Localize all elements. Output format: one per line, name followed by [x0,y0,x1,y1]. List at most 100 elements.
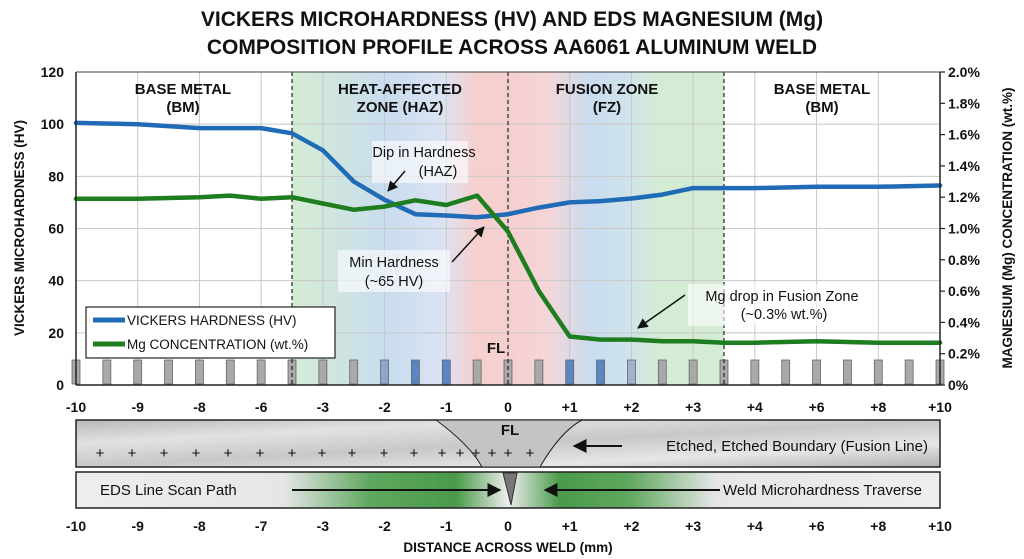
indent-marker [688,359,698,385]
indent-marker [812,359,821,385]
x-bottom-tick-label: +6 [809,518,825,534]
y-right-tick-label: 1.6% [948,127,980,143]
annotation-dip-line-2: (HAZ) [419,164,458,180]
indent-marker [596,359,605,385]
fl-label: FL [487,340,505,357]
indent-marker [195,359,204,385]
indent-marks: + + + + + + + + + + + + + + + + + [96,445,535,462]
x-tick-label: +4 [747,399,763,415]
indent-plus-mark: + [504,445,513,462]
indent-plus-mark: + [488,445,497,462]
etched-boundary-label: Etched, Etched Boundary (Fusion Line) [666,438,928,455]
indent-plus-mark: + [438,445,447,462]
y-left-tick-label: 40 [48,273,64,289]
annotation-min-line-1: Min Hardness [349,255,438,271]
y-left-tick-label: 100 [41,116,65,132]
x-axis-bottom-ticks: -10 -9 -8 -7 -3 -2 -1 0 +1 +2 +3 +4 +6 +8 +10 [66,518,952,534]
y-left-tick-label: 60 [48,221,64,237]
x-bottom-tick-label: -3 [317,518,330,534]
indent-plus-mark: + [224,445,233,462]
indent-plus-mark: + [472,445,481,462]
indent-plus-mark: + [380,445,389,462]
axes: 0 20 40 60 80 100 120 0% 0.2% 0.4% 0.6% 0.8% 1.0% 1.2… [41,64,981,415]
annotation-min-line-2: (~65 HV) [365,274,423,290]
indent-marker [256,359,266,385]
x-tick-label: +8 [870,399,886,415]
indent-marker [565,359,575,385]
x-bottom-tick-label: -9 [131,518,144,534]
indent-marker [627,359,636,385]
y-right-tick-label: 2.0% [948,64,980,80]
chart-title-line-2: COMPOSITION PROFILE ACROSS AA6061 ALUMIN… [207,36,817,59]
x-tick-label: -8 [193,399,206,415]
y-right-tick-label: 0.8% [948,252,980,268]
x-tick-label: +3 [685,399,701,415]
x-bottom-tick-label: -7 [255,518,268,534]
y-right-tick-label: 1.2% [948,189,980,205]
etched-fl-label: FL [501,422,519,439]
indent-marker [781,359,791,385]
legend-label-mg: Mg CONCENTRATION (wt.%) [127,337,308,352]
indent-marker [164,359,173,385]
indent-plus-mark: + [288,445,297,462]
indent-marker [534,359,544,385]
annotation-dip-line-1: Dip in Hardness [372,145,475,161]
indent-plus-mark: + [96,445,105,462]
weld-bead-shape [434,419,583,468]
indent-marker [873,359,883,385]
x-bottom-tick-label: -10 [66,518,86,534]
indent-marker [472,359,482,385]
eds-scan-panel: EDS Line Scan Path Weld Microhardness Tr… [75,471,941,509]
y-axis-right-title: MAGNESIUM (Mg) CONCENTRATION (wt.%) [1000,88,1015,369]
y-axis-left-title: VICKERS MICROHARDNESS (HV) [12,120,27,336]
zone-label-fz: FUSION ZONE [556,81,659,98]
x-tick-label: -6 [255,399,268,415]
zone-label-bm-right-abbr: (BM) [805,99,838,116]
x-bottom-tick-label: +2 [623,518,639,534]
indent-marker [102,359,112,385]
indent-plus-mark: + [348,445,357,462]
indent-marker [318,359,328,385]
indent-marker [349,359,359,385]
x-tick-label: +10 [928,399,952,415]
zone-label-haz: HEAT-AFFECTED [338,81,462,98]
x-tick-label: -9 [131,399,144,415]
indent-marker [657,359,667,385]
x-bottom-tick-label: -1 [440,518,453,534]
x-tick-label: 0 [504,399,512,415]
x-tick-label: -10 [66,399,86,415]
x-tick-label: +1 [562,399,578,415]
x-bottom-tick-label: +1 [562,518,578,534]
indent-plus-mark: + [192,445,201,462]
y-right-tick-label: 1.4% [948,158,980,174]
annotation-dip: Dip in Hardness (HAZ) [372,141,476,192]
annotation-dip-arrow [387,170,406,192]
hardness-series-line [73,120,943,220]
traverse-label: Weld Microhardness Traverse [723,482,922,499]
y-left-tick-label: 0 [56,377,64,393]
y-right-tick-label: 1.0% [948,221,980,237]
x-tick-label: +2 [623,399,639,415]
annotation-mg-drop-line-2: (~0.3% wt.%) [741,307,828,323]
x-bottom-tick-label: +4 [747,518,763,534]
y-right-tick-label: 0.2% [948,346,980,362]
y-right-tick-label: 0.6% [948,283,980,299]
y-left-tick-label: 120 [41,64,65,80]
x-bottom-tick-label: +8 [870,518,886,534]
annotation-mg-drop: Mg drop in Fusion Zone (~0.3% wt.%) [637,284,878,329]
indent-plus-mark: + [128,445,137,462]
x-bottom-tick-label: 0 [504,518,512,534]
y-left-tick-label: 20 [48,325,64,341]
indent-marker [904,359,914,385]
zone-label-haz-abbr: ZONE (HAZ) [357,99,444,116]
zone-label-bm-left-abbr: (BM) [166,99,199,116]
x-bottom-tick-label: -8 [193,518,206,534]
indent-marker [843,359,852,385]
annotation-min: Min Hardness (~65 HV) [338,226,485,292]
zone-label-bm-right: BASE METAL [774,81,870,98]
indent-plus-mark: + [318,445,327,462]
x-bottom-tick-label: +10 [928,518,952,534]
indent-marker [225,359,235,385]
annotation-min-arrow [451,226,485,263]
